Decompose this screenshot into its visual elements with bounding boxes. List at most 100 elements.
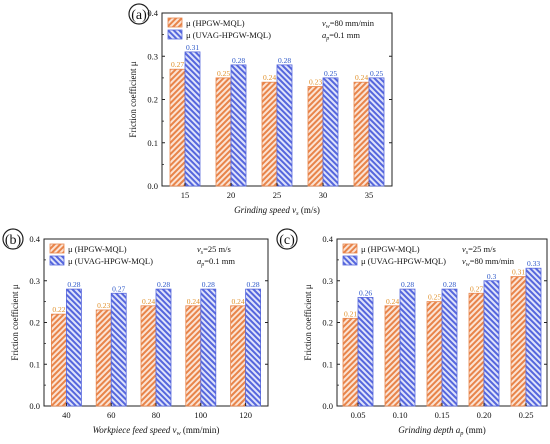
legend-swatch-hpgw-mql [49,243,65,254]
chart-panel-b: (b) 0.0 0.1 0.2 0.3 0.4 Friction coefficient μ… [2,228,269,437]
panel-label: (c) [279,233,295,248]
y-tick-label: 0.2 [322,318,333,328]
bar-uvag-hpgw-mql [66,288,82,407]
legend-swatch-hpgw-mql [167,17,183,28]
panel-label-circle [128,3,150,25]
data-label-uvag-hpgw-mql: 0.27 [112,284,125,293]
y-tick-label: 0.4 [322,234,333,244]
bar-uvag-hpgw-mql [200,288,217,407]
x-tick-label: 100 [194,410,207,420]
legend-swatch-uvag-hpgw-mql [167,29,183,40]
y-tick-label: 0.0 [29,401,40,411]
bar-hpgw-mql [169,68,186,187]
data-label-hpgw-mql: 0.24 [386,297,399,306]
x-tick-label: 80 [152,410,161,420]
bar-uvag-hpgw-mql [441,288,458,407]
condition-text: vs=25 m/s [462,244,496,256]
panel-label: (a) [131,8,147,23]
chart-panel-c: (c) 0.0 0.1 0.2 0.3 0.4 Friction coefficient μ… [276,228,548,437]
y-tick-label: 0.0 [147,181,158,191]
x-tick-label: 0.10 [393,410,408,420]
data-label-uvag-hpgw-mql: 0.28 [443,280,456,289]
data-label-uvag-hpgw-mql: 0.28 [232,56,245,65]
bar-hpgw-mql [342,317,359,407]
bar-uvag-hpgw-mql [525,267,542,407]
data-label-uvag-hpgw-mql: 0.28 [202,280,215,289]
legend-swatch-uvag-hpgw-mql [49,255,65,266]
data-label-uvag-hpgw-mql: 0.28 [401,280,414,289]
data-label-hpgw-mql: 0.22 [52,305,65,314]
y-tick-label: 0.4 [147,8,158,18]
condition-text: ap=0.1 mm [322,30,360,42]
data-label-hpgw-mql: 0.25 [428,293,441,302]
condition-text: vw=80 mm/min [322,18,375,30]
y-tick-label: 0.1 [29,359,40,369]
legend-label-hpgw-mql: μ (HPGW-MQL) [361,244,420,254]
x-tick-label: 0.05 [351,410,366,420]
bar-hpgw-mql [215,77,232,187]
y-tick-label: 0.2 [147,95,158,105]
data-label-uvag-hpgw-mql: 0.25 [324,69,337,78]
legend-label-uvag-hpgw-mql: μ (UVAG-HPGW-MQL) [68,256,153,266]
x-tick-label: 40 [62,410,71,420]
y-tick-label: 0.2 [29,318,40,328]
bar-hpgw-mql [468,292,485,407]
data-label-uvag-hpgw-mql: 0.31 [186,43,199,52]
data-label-uvag-hpgw-mql: 0.3 [487,272,497,281]
bar-uvag-hpgw-mql [399,288,416,407]
bar-uvag-hpgw-mql [110,292,127,407]
bar-uvag-hpgw-mql [276,64,293,187]
x-tick-label: 25 [273,190,282,200]
condition-text: vw=80 mm/min [462,256,515,268]
bar-hpgw-mql [185,305,202,407]
y-tick-label: 0.1 [322,359,333,369]
bar-uvag-hpgw-mql [245,288,262,407]
bar-hpgw-mql [230,305,247,407]
data-label-hpgw-mql: 0.31 [512,268,525,277]
data-label-hpgw-mql: 0.24 [232,297,245,306]
panel-label-circle [2,228,24,250]
data-label-uvag-hpgw-mql: 0.28 [67,280,80,289]
x-axis-label: Grinding depth ap (mm) [398,425,485,437]
data-label-hpgw-mql: 0.21 [344,309,357,318]
data-label-hpgw-mql: 0.23 [97,301,110,310]
x-axis-label: Grinding speed vs (m/s) [234,205,320,217]
bar-uvag-hpgw-mql [368,77,385,187]
data-label-uvag-hpgw-mql: 0.28 [157,280,170,289]
bar-hpgw-mql [307,86,324,187]
data-label-hpgw-mql: 0.25 [217,69,230,78]
y-axis-label: Friction coefficient μ [10,284,20,360]
bar-hpgw-mql [261,81,278,187]
legend-label-hpgw-mql: μ (HPGW-MQL) [68,244,127,254]
x-tick-label: 60 [107,410,116,420]
bar-hpgw-mql [426,301,443,407]
bar-uvag-hpgw-mql [483,280,500,407]
x-tick-label: 120 [239,410,252,420]
y-axis-label: Friction coefficient μ [128,61,138,137]
data-label-hpgw-mql: 0.24 [355,73,368,82]
data-label-hpgw-mql: 0.24 [263,73,276,82]
bar-uvag-hpgw-mql [322,77,339,187]
data-label-uvag-hpgw-mql: 0.28 [278,56,291,65]
x-tick-label: 0.25 [519,410,534,420]
x-tick-label: 35 [365,190,374,200]
data-label-hpgw-mql: 0.24 [187,297,200,306]
panel-label: (b) [5,233,22,248]
legend-label-uvag-hpgw-mql: μ (UVAG-HPGW-MQL) [186,30,271,40]
bar-uvag-hpgw-mql [357,297,374,407]
y-tick-label: 0.3 [322,276,333,286]
legend-swatch-hpgw-mql [342,243,358,254]
y-tick-label: 0.4 [29,234,40,244]
data-label-uvag-hpgw-mql: 0.33 [527,259,540,268]
bar-hpgw-mql [140,305,157,407]
x-tick-label: 0.15 [435,410,450,420]
data-label-uvag-hpgw-mql: 0.26 [359,288,372,297]
y-tick-label: 0.1 [147,138,158,148]
y-tick-label: 0.3 [147,51,158,61]
y-tick-label: 0.3 [29,276,40,286]
bar-uvag-hpgw-mql [184,51,201,187]
x-tick-label: 0.20 [477,410,492,420]
bar-uvag-hpgw-mql [230,64,247,187]
x-tick-label: 15 [181,190,190,200]
bar-hpgw-mql [353,81,370,187]
